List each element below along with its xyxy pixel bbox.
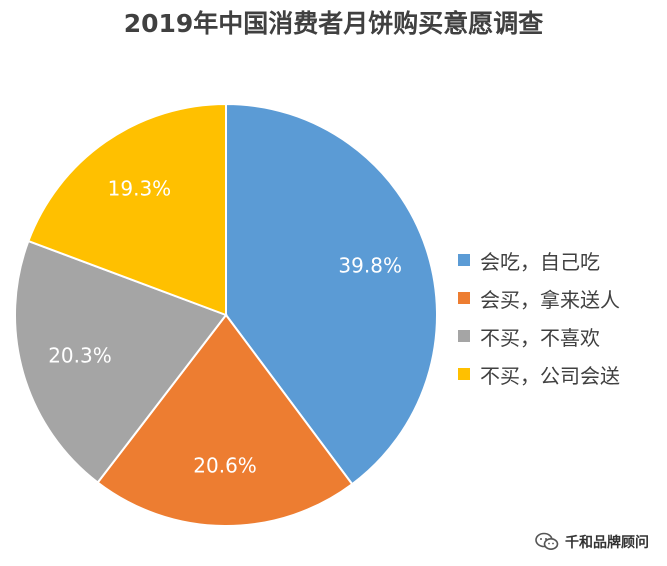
legend-swatch [458, 330, 470, 342]
legend-label: 会吃，自己吃 [480, 249, 600, 274]
wechat-icon [535, 532, 559, 550]
legend: 会吃，自己吃 会买，拿来送人 不买，不喜欢 不买，公司会送 [458, 241, 620, 393]
pie-slice-2 [96, 313, 354, 527]
legend-swatch [458, 368, 470, 380]
legend-label: 不买，公司会送 [480, 363, 620, 388]
watermark-text: 千和品牌顾问 [565, 535, 649, 551]
legend-item-2: 会买，拿来送人 [458, 279, 620, 317]
data-label-4: 19.3% [108, 177, 172, 201]
pie-slice-4 [27, 102, 227, 317]
legend-item-3: 不买，不喜欢 [458, 317, 620, 355]
legend-item-1: 会吃，自己吃 [458, 241, 620, 279]
legend-swatch [458, 292, 470, 304]
legend-label: 会买，拿来送人 [480, 287, 620, 312]
legend-item-4: 不买，公司会送 [458, 355, 620, 393]
pie-slice-1 [225, 102, 438, 486]
chart-title: 2019年中国消费者月饼购买意愿调查 [123, 9, 544, 38]
pie-slice-3 [14, 239, 228, 484]
watermark: 千和品牌顾问 [535, 532, 649, 552]
legend-swatch [458, 254, 470, 266]
data-label-2: 20.6% [193, 453, 257, 477]
data-label-1: 39.8% [338, 254, 402, 278]
data-label-3: 20.3% [48, 343, 112, 367]
legend-label: 不买，不喜欢 [480, 325, 600, 350]
